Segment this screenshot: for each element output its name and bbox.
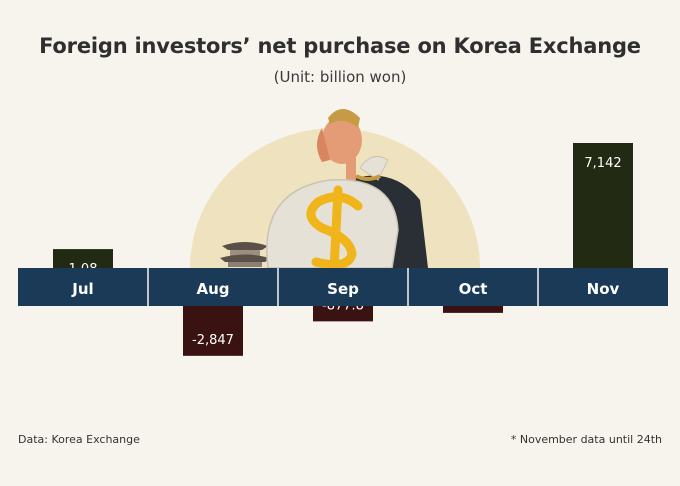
bar-sep	[313, 306, 373, 322]
axis-band	[18, 268, 668, 306]
tick-label-oct: Oct	[459, 280, 488, 298]
footnote: * November data until 24th	[510, 433, 662, 446]
tick-label-nov: Nov	[587, 280, 620, 298]
category-axis-band: Jul Aug Sep Oct Nov	[18, 268, 668, 306]
palace-icon	[220, 242, 270, 267]
chart-title: Foreign investors’ net purchase on Korea…	[39, 34, 641, 58]
bars-group: 1,08-2,847-877.8-393.57,142	[53, 143, 633, 356]
bar-oct	[443, 306, 503, 313]
investor-head	[317, 109, 362, 180]
bar-nov	[573, 143, 633, 268]
data-source-note: Data: Korea Exchange	[18, 433, 140, 446]
tick-label-sep: Sep	[327, 280, 359, 298]
bar-aug	[183, 306, 243, 356]
tick-label-jul: Jul	[71, 280, 93, 298]
bar-jul	[53, 249, 113, 268]
tick-label-aug: Aug	[196, 280, 229, 298]
investor-illustration	[190, 109, 480, 275]
dollar-sign-icon	[306, 185, 363, 275]
chart-subtitle: (Unit: billion won)	[273, 68, 407, 86]
data-label-nov: 7,142	[584, 156, 621, 171]
data-label-aug: -2,847	[192, 333, 234, 348]
